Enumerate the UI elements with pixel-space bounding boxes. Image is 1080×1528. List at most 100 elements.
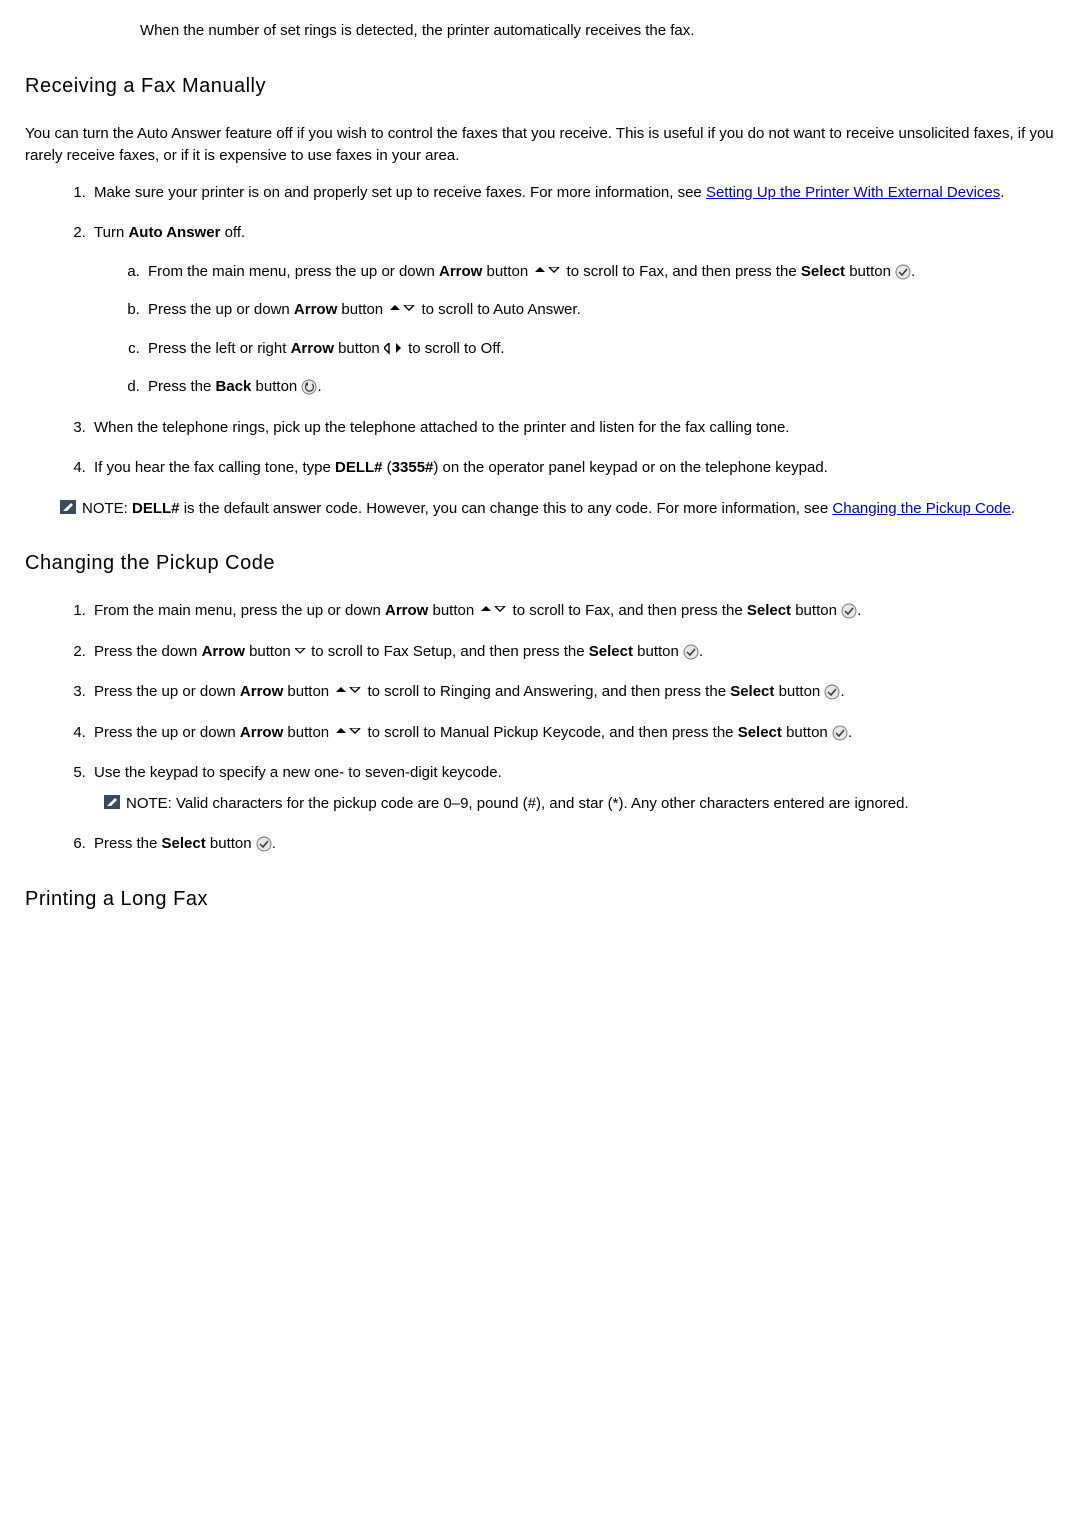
step2-text-c: off.	[220, 224, 245, 241]
s2d-a: Press the	[148, 378, 216, 395]
sec2-step-6: Press the Select button .	[90, 833, 1055, 856]
select-button-icon	[683, 644, 699, 660]
arrow-term-s2-3: Arrow	[240, 683, 283, 700]
s2s2-period: .	[699, 643, 703, 660]
s2s2-c: to scroll to Fax Setup, and then press t…	[307, 643, 589, 660]
note2-text: Valid characters for the pickup code are…	[176, 795, 909, 812]
s2d-period: .	[317, 378, 321, 395]
s2c-c: to scroll to Off.	[404, 340, 505, 357]
up-down-arrow-icon	[532, 267, 562, 277]
note1-label: NOTE:	[82, 500, 132, 517]
step2-substeps: From the main menu, press the up or down…	[94, 261, 1055, 399]
section1-paragraph: You can turn the Auto Answer feature off…	[25, 123, 1055, 168]
step-2d: Press the Back button .	[144, 376, 1055, 399]
s2s1-c: to scroll to Fax, and then press the	[508, 602, 746, 619]
up-down-arrow-icon	[478, 606, 508, 616]
s2s1-period: .	[857, 602, 861, 619]
step2-text-a: Turn	[94, 224, 128, 241]
dell-code-term: DELL#	[335, 459, 383, 476]
sec2-step-5: Use the keypad to specify a new one- to …	[90, 762, 1055, 815]
select-button-icon	[895, 264, 911, 280]
s2s4-period: .	[848, 724, 852, 741]
s2s1-b: button	[428, 602, 478, 619]
s2s2-a: Press the down	[94, 643, 202, 660]
step-2a: From the main menu, press the up or down…	[144, 261, 1055, 284]
s2s3-b: button	[283, 683, 333, 700]
heading-printing-long-fax: Printing a Long Fax	[25, 884, 1055, 914]
step-2: Turn Auto Answer off. From the main menu…	[90, 222, 1055, 399]
s2s3-c: to scroll to Ringing and Answering, and …	[363, 683, 730, 700]
s2b-c: to scroll to Auto Answer.	[417, 301, 580, 318]
s2s1-d: button	[791, 602, 841, 619]
left-right-arrow-icon	[384, 343, 404, 355]
s2s3-period: .	[840, 683, 844, 700]
s2s6-b: button	[206, 835, 256, 852]
s2s4-c: to scroll to Manual Pickup Keycode, and …	[363, 724, 737, 741]
s2a-period: .	[911, 263, 915, 280]
s2s4-a: Press the up or down	[94, 724, 240, 741]
note-block-1: NOTE: DELL# is the default answer code. …	[60, 498, 1055, 521]
arrow-term-2: Arrow	[294, 301, 337, 318]
note1-dell: DELL#	[132, 500, 180, 517]
step-2c: Press the left or right Arrow button to …	[144, 338, 1055, 361]
up-down-arrow-icon	[387, 305, 417, 315]
select-button-icon	[832, 725, 848, 741]
s4-e: ) on the operator panel keypad or on the…	[433, 459, 827, 476]
arrow-term: Arrow	[439, 263, 482, 280]
link-setup-devices[interactable]: Setting Up the Printer With External Dev…	[706, 184, 1000, 201]
s2a-b: button	[482, 263, 532, 280]
heading-changing-pickup-code: Changing the Pickup Code	[25, 548, 1055, 578]
arrow-term-s2-1: Arrow	[385, 602, 428, 619]
s2s4-b: button	[283, 724, 333, 741]
s2a-c: to scroll to Fax, and then press the	[562, 263, 800, 280]
note-block-2: NOTE: Valid characters for the pickup co…	[104, 793, 1055, 816]
s2s6-period: .	[272, 835, 276, 852]
arrow-term-3: Arrow	[291, 340, 334, 357]
s2a-d: button	[845, 263, 895, 280]
select-button-icon	[841, 603, 857, 619]
s2c-b: button	[334, 340, 384, 357]
step-4: If you hear the fax calling tone, type D…	[90, 457, 1055, 480]
select-term-s2-1: Select	[747, 602, 791, 619]
s4-c: (	[383, 459, 392, 476]
note1-c: .	[1011, 500, 1015, 517]
s2s6-a: Press the	[94, 835, 162, 852]
note-icon	[104, 795, 120, 809]
select-term-s2-4: Select	[738, 724, 782, 741]
sec2-step-4: Press the up or down Arrow button to scr…	[90, 722, 1055, 745]
step-3: When the telephone rings, pick up the te…	[90, 417, 1055, 440]
select-term-s2-3: Select	[730, 683, 774, 700]
s2s3-d: button	[774, 683, 824, 700]
heading-receiving-manually: Receiving a Fax Manually	[25, 71, 1055, 101]
select-term-s2-2: Select	[589, 643, 633, 660]
arrow-term-s2-4: Arrow	[240, 724, 283, 741]
sec2-step-3: Press the up or down Arrow button to scr…	[90, 681, 1055, 704]
s2s1-a: From the main menu, press the up or down	[94, 602, 385, 619]
s2a-a: From the main menu, press the up or down	[148, 263, 439, 280]
dell-digits-term: 3355#	[392, 459, 434, 476]
select-term-s2-6: Select	[162, 835, 206, 852]
note-icon	[60, 500, 76, 514]
s2c-a: Press the left or right	[148, 340, 291, 357]
s2s2-b: button	[245, 643, 295, 660]
select-button-icon	[824, 684, 840, 700]
down-arrow-icon	[295, 648, 307, 656]
s2s4-d: button	[782, 724, 832, 741]
sec2-step-1: From the main menu, press the up or down…	[90, 600, 1055, 623]
s2b-b: button	[337, 301, 387, 318]
select-button-icon	[256, 836, 272, 852]
note1-b: is the default answer code. However, you…	[180, 500, 833, 517]
step-1: Make sure your printer is on and properl…	[90, 182, 1055, 205]
sec2-step-2: Press the down Arrow button to scroll to…	[90, 641, 1055, 664]
intro-line: When the number of set rings is detected…	[140, 20, 1055, 43]
up-down-arrow-icon	[333, 728, 363, 738]
back-term: Back	[216, 378, 252, 395]
auto-answer-term: Auto Answer	[128, 224, 220, 241]
link-changing-pickup-code[interactable]: Changing the Pickup Code	[832, 500, 1010, 517]
step1-text-b: .	[1000, 184, 1004, 201]
arrow-term-s2-2: Arrow	[202, 643, 245, 660]
s4-a: If you hear the fax calling tone, type	[94, 459, 335, 476]
up-down-arrow-icon	[333, 687, 363, 697]
section2-steps: From the main menu, press the up or down…	[25, 600, 1055, 856]
s2b-a: Press the up or down	[148, 301, 294, 318]
